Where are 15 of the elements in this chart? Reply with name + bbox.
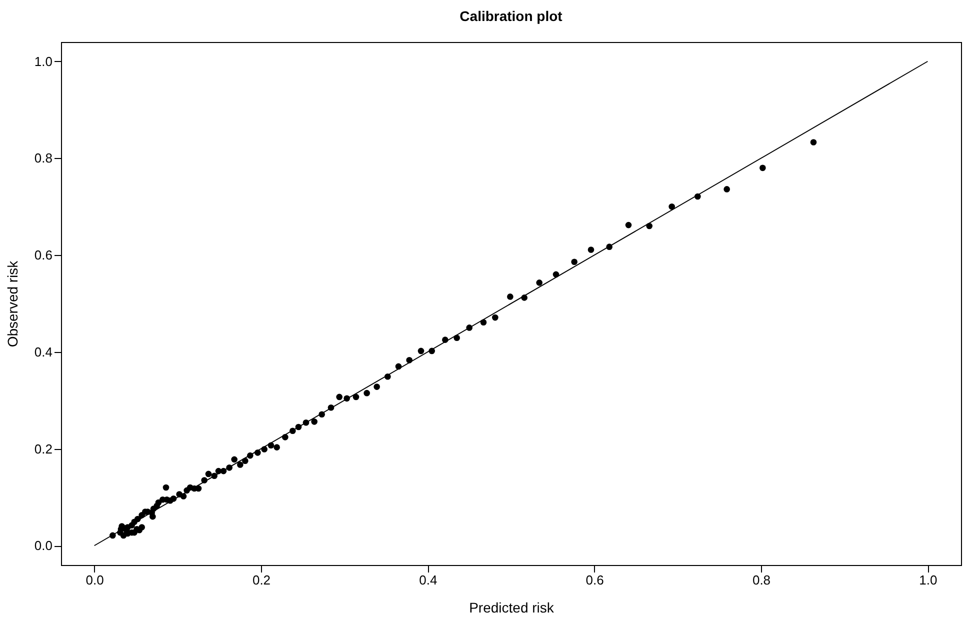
chart-title: Calibration plot: [460, 8, 563, 24]
y-tick-label: 1.0: [34, 54, 52, 69]
x-tick-label: 1.0: [919, 572, 938, 588]
y-tick-label: 0.0: [34, 538, 52, 554]
x-tick-label: 0.6: [586, 572, 604, 588]
y-tick-label: 0.4: [34, 344, 52, 360]
x-tick-label: 0.2: [252, 572, 271, 588]
y-tick-label: 0.2: [34, 441, 52, 456]
y-tick-label: 0.6: [34, 248, 52, 263]
y-tick-label: 0.8: [34, 150, 52, 166]
x-axis-title: Predicted risk: [469, 600, 555, 616]
y-axis-title: Observed risk: [4, 260, 20, 348]
x-tick-label: 0.8: [752, 572, 771, 588]
x-tick-label: 0.0: [86, 572, 104, 588]
x-tick-label: 0.4: [419, 572, 438, 588]
